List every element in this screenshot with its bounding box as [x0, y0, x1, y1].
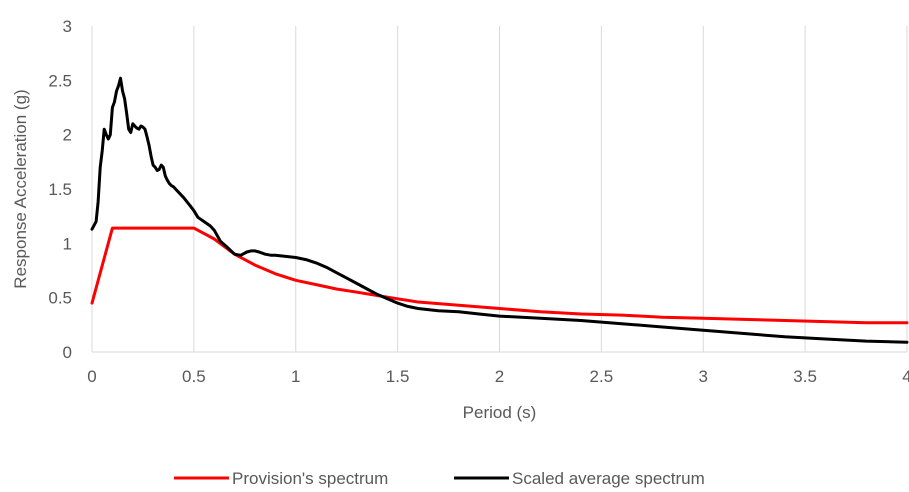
x-tick-label: 0 — [87, 367, 96, 386]
y-tick-label: 0 — [63, 343, 72, 362]
y-tick-label: 2.5 — [48, 71, 72, 90]
x-tick-label: 2 — [495, 367, 504, 386]
y-tick-labels: 0 0.5 1 1.5 2 2.5 3 — [48, 17, 72, 362]
series-line-scaled-average — [90, 76, 909, 344]
x-tick-label: 1 — [291, 367, 300, 386]
gridlines — [91, 26, 908, 352]
legend: Provision's spectrum Scaled average spect… — [174, 469, 705, 488]
x-tick-label: 3.5 — [793, 367, 817, 386]
x-tick-labels: 0 0.5 1 1.5 2 2.5 3 3.5 4 — [87, 367, 909, 386]
legend-label: Scaled average spectrum — [512, 469, 705, 488]
x-tick-label: 1.5 — [386, 367, 410, 386]
y-tick-label: 1.5 — [48, 180, 72, 199]
y-tick-label: 0.5 — [48, 289, 72, 308]
x-tick-label: 0.5 — [182, 367, 206, 386]
y-tick-label: 1 — [63, 234, 72, 253]
legend-label: Provision's spectrum — [232, 469, 388, 488]
x-tick-label: 3 — [699, 367, 708, 386]
x-tick-label: 4 — [902, 367, 909, 386]
x-tick-label: 2.5 — [590, 367, 614, 386]
y-tick-label: 3 — [63, 17, 72, 36]
x-axis-title: Period (s) — [463, 403, 537, 422]
y-axis-title: Response Acceleration (g) — [11, 89, 30, 288]
series-lines — [90, 76, 909, 344]
y-tick-label: 2 — [63, 126, 72, 145]
